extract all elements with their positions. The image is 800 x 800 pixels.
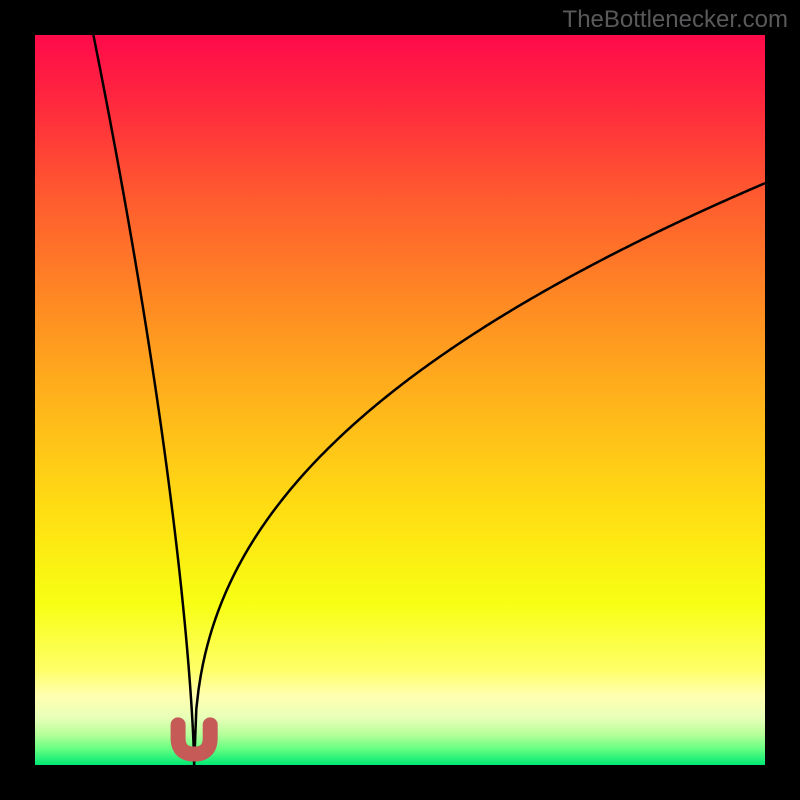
chart-stage: TheBottlenecker.com xyxy=(0,0,800,800)
bottleneck-chart xyxy=(0,0,800,800)
chart-background xyxy=(35,35,765,765)
watermark-text: TheBottlenecker.com xyxy=(563,6,788,34)
